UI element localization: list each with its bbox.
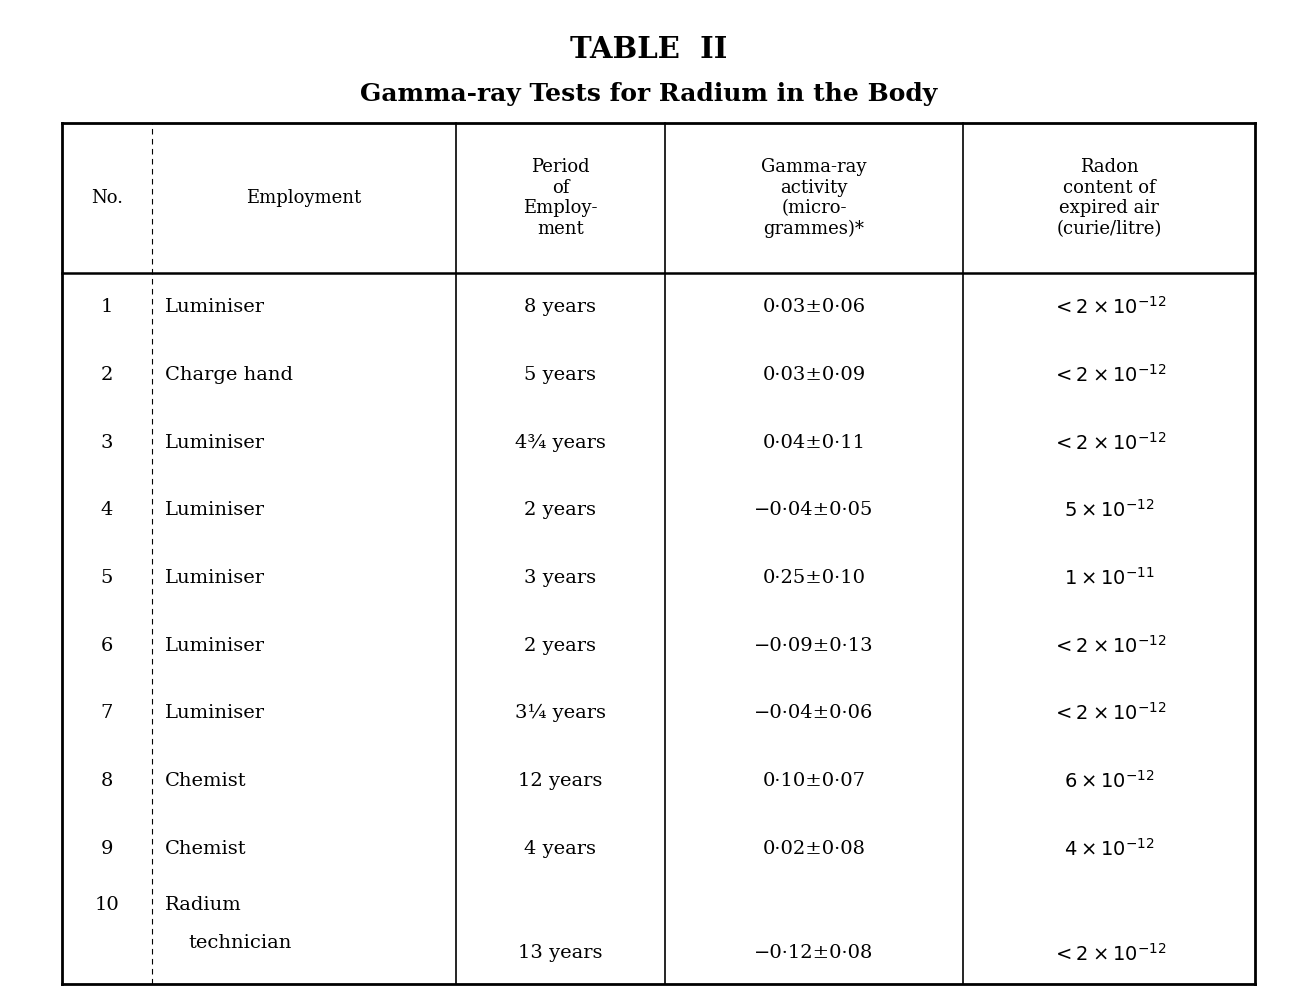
Text: Employment: Employment (246, 189, 362, 207)
Text: $<2\times10^{-12}$: $<2\times10^{-12}$ (1052, 635, 1167, 657)
Text: 0·25±0·10: 0·25±0·10 (763, 569, 865, 586)
Text: $<2\times10^{-12}$: $<2\times10^{-12}$ (1052, 432, 1167, 454)
Text: −0·04±0·06: −0·04±0·06 (755, 704, 874, 722)
Text: 8 years: 8 years (524, 298, 597, 316)
Text: $4\times10^{-12}$: $4\times10^{-12}$ (1064, 838, 1154, 859)
Text: $6\times10^{-12}$: $6\times10^{-12}$ (1064, 770, 1154, 792)
Text: Charge hand: Charge hand (165, 366, 293, 384)
Text: 1: 1 (101, 298, 113, 316)
Text: 5: 5 (101, 569, 113, 586)
Text: $<2\times10^{-12}$: $<2\times10^{-12}$ (1052, 297, 1167, 318)
Text: Gamma-ray Tests for Radium in the Body: Gamma-ray Tests for Radium in the Body (359, 82, 938, 107)
Text: Chemist: Chemist (165, 772, 246, 790)
Text: 5 years: 5 years (524, 366, 597, 384)
Text: Gamma-ray
activity
(micro-
grammes)*: Gamma-ray activity (micro- grammes)* (761, 158, 866, 238)
Text: −0·04±0·05: −0·04±0·05 (755, 501, 874, 519)
Text: 4¾ years: 4¾ years (515, 434, 606, 452)
Text: −0·12±0·08: −0·12±0·08 (755, 945, 874, 963)
Text: 10: 10 (95, 895, 119, 913)
Text: 13 years: 13 years (519, 945, 603, 963)
Text: 2: 2 (101, 366, 113, 384)
Text: $<2\times10^{-12}$: $<2\times10^{-12}$ (1052, 364, 1167, 386)
Text: 3 years: 3 years (524, 569, 597, 586)
Text: $<2\times10^{-12}$: $<2\times10^{-12}$ (1052, 702, 1167, 724)
Text: Luminiser: Luminiser (165, 569, 265, 586)
Text: 0·03±0·09: 0·03±0·09 (763, 366, 865, 384)
Text: TABLE  II: TABLE II (569, 35, 728, 64)
Text: Radium: Radium (165, 895, 241, 913)
Text: 4 years: 4 years (524, 840, 597, 857)
Text: 3¼ years: 3¼ years (515, 704, 606, 722)
Text: 4: 4 (101, 501, 113, 519)
Text: 7: 7 (101, 704, 113, 722)
Text: 6: 6 (101, 637, 113, 655)
Text: 9: 9 (101, 840, 113, 857)
Text: 2 years: 2 years (524, 501, 597, 519)
Text: 0·02±0·08: 0·02±0·08 (763, 840, 865, 857)
Text: Luminiser: Luminiser (165, 298, 265, 316)
Text: Period
of
Employ-
ment: Period of Employ- ment (523, 158, 598, 238)
Text: −0·09±0·13: −0·09±0·13 (754, 637, 874, 655)
Text: Chemist: Chemist (165, 840, 246, 857)
Text: 0·10±0·07: 0·10±0·07 (763, 772, 865, 790)
Text: 12 years: 12 years (519, 772, 603, 790)
Text: Luminiser: Luminiser (165, 434, 265, 452)
Text: No.: No. (91, 189, 123, 207)
Text: 8: 8 (101, 772, 113, 790)
Text: $1\times10^{-11}$: $1\times10^{-11}$ (1064, 567, 1154, 589)
Text: Luminiser: Luminiser (165, 501, 265, 519)
Text: technician: technician (188, 935, 292, 953)
Text: 0·04±0·11: 0·04±0·11 (763, 434, 865, 452)
Text: 2 years: 2 years (524, 637, 597, 655)
Text: Luminiser: Luminiser (165, 637, 265, 655)
Text: 0·03±0·06: 0·03±0·06 (763, 298, 865, 316)
Text: Radon
content of
expired air
(curie/litre): Radon content of expired air (curie/litr… (1057, 158, 1162, 238)
Text: 3: 3 (101, 434, 113, 452)
Text: $<2\times10^{-12}$: $<2\times10^{-12}$ (1052, 943, 1167, 965)
Text: $5\times10^{-12}$: $5\times10^{-12}$ (1064, 499, 1154, 521)
Text: Luminiser: Luminiser (165, 704, 265, 722)
